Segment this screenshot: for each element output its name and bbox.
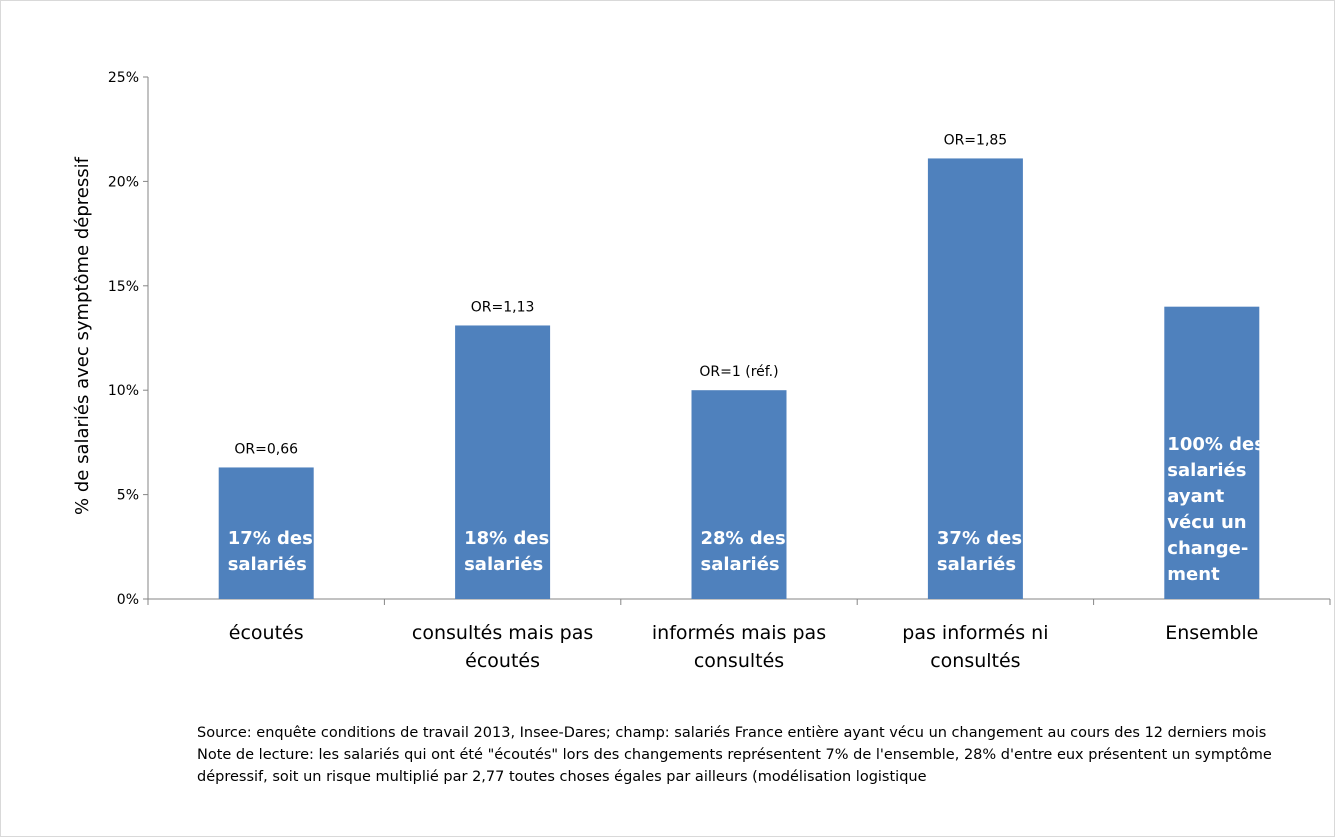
bar-inner-label: 18% des salariés	[464, 528, 549, 575]
data-label: OR=0,66	[234, 441, 298, 457]
source-note: Source: enquête conditions de travail 20…	[197, 725, 1267, 741]
bar-inner-label: 37% des salariés	[937, 528, 1022, 575]
data-label: OR=1 (réf.)	[699, 364, 778, 380]
bar	[691, 390, 787, 599]
y-tick-label: 10%	[108, 383, 139, 399]
x-tick-label: consultés mais pas écoutés	[412, 622, 593, 672]
y-tick-label: 0%	[117, 592, 139, 608]
x-tick-label: informés mais pas consultés	[652, 622, 826, 672]
bar	[455, 325, 551, 599]
x-tick-label: Ensemble	[1165, 622, 1258, 644]
y-axis: 0% 5% 10% 15% 20% 25%	[108, 70, 149, 608]
bars: OR=0,66 17% des salariés OR=1,13 18% des sala…	[218, 132, 1265, 599]
x-tick-label: écoutés	[229, 622, 304, 644]
bar-chart: 0% 5% 10% 15% 20% 25% écoutés consultés mais p…	[72, 70, 1331, 672]
x-axis: écoutés consultés mais pas écoutés informés…	[147, 598, 1331, 672]
y-tick-label: 15%	[108, 279, 139, 295]
data-label: OR=1,85	[944, 132, 1008, 148]
y-axis-title: % de salariés avec symptôme dépressif	[72, 156, 93, 515]
data-label: OR=1,13	[471, 299, 535, 315]
bar	[927, 158, 1023, 599]
bar-inner-label: 28% des salariés	[701, 528, 786, 575]
bar-inner-label: 100% des salariés ayant vécu un change-ment	[1167, 434, 1265, 585]
bar-inner-label: 17% des salariés	[228, 528, 313, 575]
reading-note: Note de lecture: les salariés qui ont ét…	[197, 747, 1272, 785]
chart-notes: Source: enquête conditions de travail 20…	[197, 722, 1287, 788]
bar	[218, 467, 314, 599]
y-tick-label: 25%	[108, 70, 139, 86]
y-tick-label: 5%	[117, 488, 139, 504]
x-tick-label: pas informés ni consultés	[902, 622, 1048, 672]
y-tick-label: 20%	[108, 174, 139, 190]
bar	[1164, 306, 1260, 599]
